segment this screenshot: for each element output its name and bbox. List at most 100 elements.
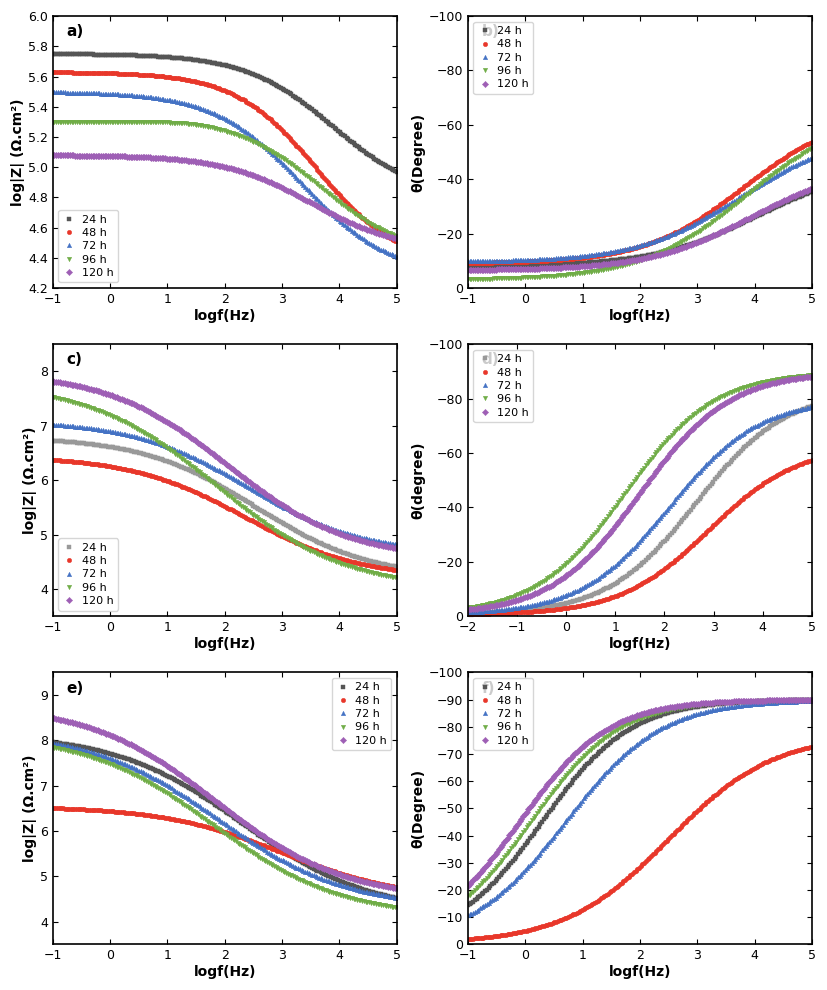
96 h <box>69 116 79 128</box>
120 h <box>140 745 150 757</box>
Line: 120 h: 120 h <box>466 374 814 612</box>
Y-axis label: θ(Degree): θ(Degree) <box>412 113 426 192</box>
96 h <box>112 760 122 772</box>
96 h <box>392 901 402 913</box>
Line: 120 h: 120 h <box>466 186 814 272</box>
48 h <box>484 931 494 942</box>
96 h <box>69 746 79 758</box>
72 h <box>62 420 72 432</box>
120 h <box>140 403 150 415</box>
48 h <box>140 69 150 81</box>
120 h <box>62 377 72 389</box>
120 h <box>112 150 122 162</box>
48 h <box>112 461 122 473</box>
48 h <box>476 256 486 268</box>
Line: 24 h: 24 h <box>50 439 399 569</box>
X-axis label: logf(Hz): logf(Hz) <box>609 965 672 979</box>
96 h <box>790 694 800 706</box>
96 h <box>112 116 122 128</box>
120 h <box>48 149 58 161</box>
72 h <box>392 250 402 262</box>
96 h <box>777 694 787 706</box>
48 h <box>463 257 473 269</box>
48 h <box>555 603 565 615</box>
24 h <box>362 554 372 566</box>
72 h <box>476 606 486 618</box>
Line: 96 h: 96 h <box>50 745 399 910</box>
Y-axis label: log|Z| (Ω.cm²): log|Z| (Ω.cm²) <box>11 98 25 206</box>
48 h <box>392 564 402 576</box>
24 h <box>48 49 58 60</box>
72 h <box>463 255 473 267</box>
24 h <box>527 603 537 615</box>
24 h <box>69 740 79 751</box>
72 h <box>48 86 58 98</box>
72 h <box>527 253 537 265</box>
Line: 72 h: 72 h <box>50 90 399 258</box>
48 h <box>790 146 800 157</box>
120 h <box>807 370 817 382</box>
Line: 48 h: 48 h <box>50 70 399 244</box>
96 h <box>555 777 565 789</box>
72 h <box>375 536 385 547</box>
24 h <box>112 443 122 454</box>
120 h <box>112 391 122 403</box>
24 h <box>790 407 800 419</box>
48 h <box>527 255 537 267</box>
Y-axis label: θ(degree): θ(degree) <box>412 442 426 519</box>
48 h <box>48 802 58 814</box>
72 h <box>375 889 385 901</box>
48 h <box>375 877 385 889</box>
Text: f): f) <box>481 680 495 696</box>
96 h <box>362 216 372 228</box>
48 h <box>62 803 72 815</box>
48 h <box>555 915 565 927</box>
Line: 120 h: 120 h <box>50 716 399 890</box>
120 h <box>140 151 150 163</box>
120 h <box>790 373 800 385</box>
24 h <box>777 695 787 707</box>
72 h <box>362 236 372 248</box>
48 h <box>484 608 494 620</box>
120 h <box>392 233 402 245</box>
120 h <box>484 601 494 613</box>
Line: 24 h: 24 h <box>50 741 399 900</box>
72 h <box>140 767 150 779</box>
Line: 24 h: 24 h <box>466 404 814 616</box>
72 h <box>790 696 800 708</box>
72 h <box>62 86 72 98</box>
120 h <box>463 604 473 616</box>
Line: 120 h: 120 h <box>466 698 814 888</box>
24 h <box>48 435 58 446</box>
X-axis label: logf(Hz): logf(Hz) <box>609 637 672 650</box>
96 h <box>62 116 72 128</box>
48 h <box>362 559 372 571</box>
24 h <box>484 259 494 271</box>
48 h <box>807 454 817 466</box>
48 h <box>69 66 79 78</box>
X-axis label: logf(Hz): logf(Hz) <box>194 965 256 979</box>
96 h <box>463 890 473 902</box>
72 h <box>69 742 79 753</box>
96 h <box>140 427 150 439</box>
96 h <box>484 272 494 284</box>
Line: 48 h: 48 h <box>466 140 814 265</box>
48 h <box>790 460 800 472</box>
72 h <box>375 243 385 254</box>
24 h <box>392 892 402 904</box>
96 h <box>392 231 402 243</box>
96 h <box>527 815 537 827</box>
72 h <box>392 539 402 550</box>
72 h <box>790 405 800 417</box>
72 h <box>476 902 486 914</box>
48 h <box>463 608 473 620</box>
24 h <box>527 831 537 842</box>
72 h <box>112 755 122 767</box>
72 h <box>362 533 372 544</box>
24 h <box>140 448 150 460</box>
24 h <box>790 193 800 205</box>
Line: 48 h: 48 h <box>50 806 399 889</box>
Line: 120 h: 120 h <box>50 379 399 550</box>
96 h <box>140 774 150 786</box>
96 h <box>62 744 72 756</box>
